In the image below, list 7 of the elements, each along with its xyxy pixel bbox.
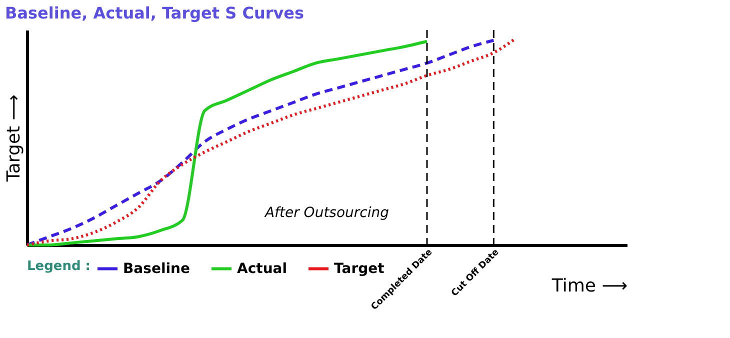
legend-label: Actual — [237, 260, 288, 277]
chart-title: Baseline, Actual, Target S Curves — [5, 3, 304, 22]
legend-label: Baseline — [123, 260, 190, 277]
legend-title: Legend : — [27, 259, 91, 274]
y-axis-title: Target ⟶ — [4, 94, 24, 183]
x-axis-title: Time ⟶ — [550, 276, 628, 296]
annotation: After Outsourcing — [264, 204, 390, 221]
